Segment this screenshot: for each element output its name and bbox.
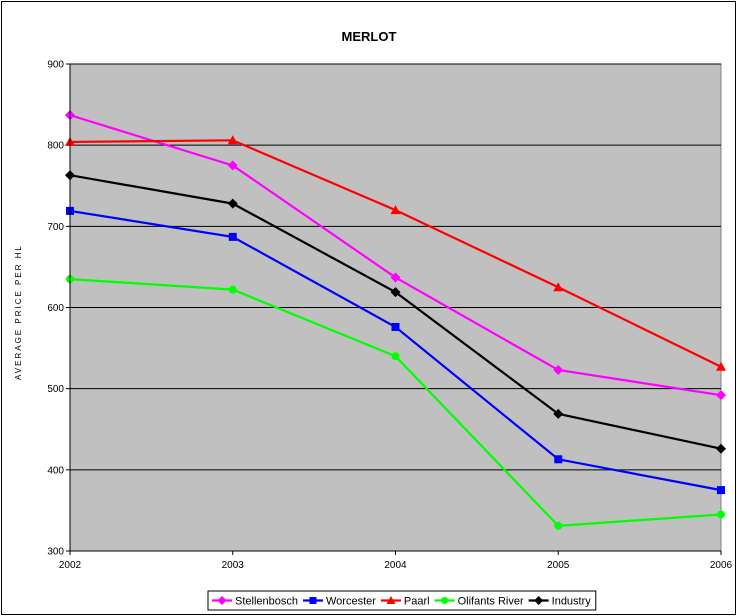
data-point-olifants-river [717,510,725,519]
y-tick-label: 500 [47,384,64,395]
series-olifants-river [66,275,725,530]
data-point-worcester [554,455,563,464]
legend-item-stellenbosch: Stellenbosch [212,596,298,608]
data-point-paarl [227,135,238,145]
legend-label: Olifants River [458,596,524,608]
legend-label: Stellenbosch [235,596,298,608]
data-point-stellenbosch [553,364,564,375]
legend-marker [386,596,396,604]
data-point-industry [390,287,401,298]
legend-marker [534,596,544,605]
y-tick-label: 700 [47,222,64,233]
y-tick-label: 300 [47,547,64,558]
legend-marker [441,597,449,604]
data-point-industry [553,408,564,419]
y-tick-label: 600 [47,303,64,314]
data-point-stellenbosch [227,160,238,171]
legend-marker [217,596,227,605]
data-point-worcester [717,486,725,495]
data-point-olifants-river [228,285,237,294]
legend-label: Industry [552,596,592,608]
legend-label: Paarl [404,596,430,608]
chart-title: MERLOT [342,29,397,44]
legend-item-paarl: Paarl [380,596,430,608]
data-point-olifants-river [391,352,400,361]
data-point-paarl [553,282,564,292]
data-point-paarl [716,361,726,371]
legend-marker [309,597,317,604]
y-tick-label: 800 [47,141,64,152]
legend-label: Worcester [326,596,376,608]
y-tick-label: 400 [47,465,64,476]
data-point-worcester [391,322,400,331]
y-axis-label: AVERAGE PRICE PER HL [14,244,23,380]
data-point-stellenbosch [716,390,726,401]
legend-item-olifants-river: Olifants River [434,596,524,608]
series-industry [65,170,726,454]
x-tick-label: 2005 [547,560,570,571]
data-point-paarl [390,205,401,215]
x-tick-label: 2006 [710,560,733,571]
x-tick-label: 2002 [59,560,82,571]
x-tick-label: 2004 [384,560,407,571]
data-point-stellenbosch [390,272,401,283]
data-point-industry [716,443,726,454]
legend-item-worcester: Worcester [303,596,376,608]
x-tick-label: 2003 [222,560,245,571]
data-point-industry [227,198,238,209]
legend: Stellenbosch Worcester Paarl Olifants River… [207,590,597,611]
data-point-olifants-river [554,521,563,530]
data-point-worcester [228,232,237,241]
legend-box [207,590,597,611]
legend-item-industry: Industry [528,596,592,608]
y-tick-label: 900 [47,60,64,71]
